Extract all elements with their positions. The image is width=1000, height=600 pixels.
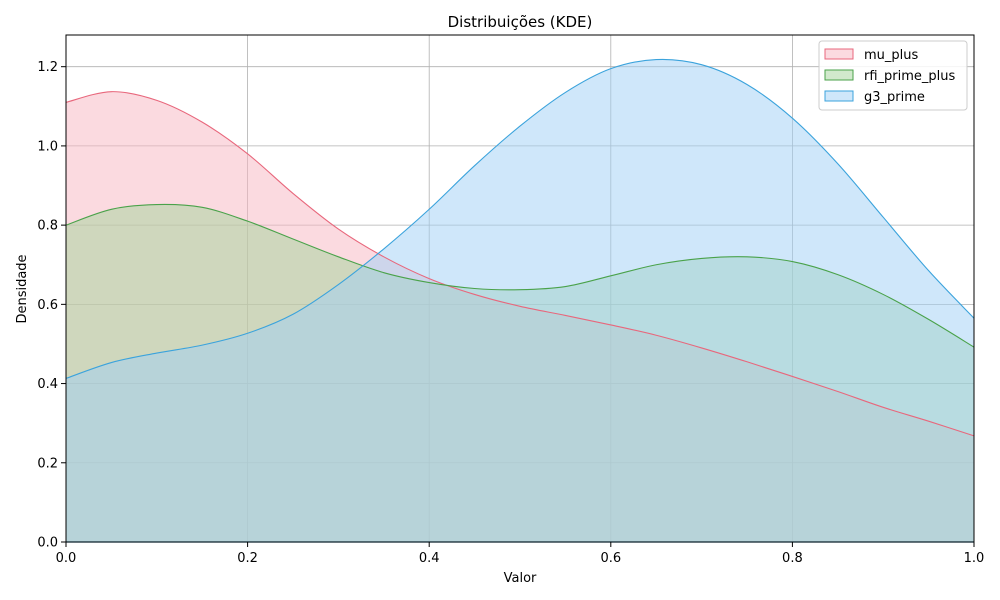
x-tick-label: 1.0 xyxy=(964,551,985,566)
legend-box xyxy=(818,40,968,111)
x-tick-label: 0.4 xyxy=(419,551,440,566)
line-rfi_prime_plus xyxy=(65,203,975,348)
chart-title: Distribuições (KDE) xyxy=(448,13,593,31)
y-tick-label: 0.0 xyxy=(37,536,58,551)
y-tick-label: 0.4 xyxy=(37,377,58,392)
kde-areas xyxy=(66,59,974,542)
y-tick-label: 0.2 xyxy=(37,456,58,471)
legend: mu_plus rfi_prime_plus g3_prime xyxy=(818,40,968,111)
x-tick-label: 0.2 xyxy=(237,551,258,566)
line-g3_prime xyxy=(65,58,975,379)
x-tick-label: 0.8 xyxy=(782,551,803,566)
legend-swatch-mu_plus xyxy=(824,48,854,60)
legend-label-mu_plus: mu_plus xyxy=(864,48,919,63)
y-axis-title: Densidade xyxy=(15,254,30,323)
y-tick-label: 1.0 xyxy=(37,139,58,154)
legend-swatch-rfi_prime_plus xyxy=(824,69,854,81)
x-tick-label: 0.0 xyxy=(56,551,77,566)
legend-label-rfi_prime_plus: rfi_prime_plus xyxy=(864,69,956,84)
legend-swatch-g3_prime xyxy=(824,90,854,102)
y-tick-label: 0.6 xyxy=(37,298,58,313)
x-axis-ticks: 0.0 0.2 0.4 0.6 0.8 1.0 xyxy=(56,542,985,566)
x-tick-label: 0.6 xyxy=(600,551,621,566)
area-g3_prime xyxy=(66,59,974,542)
line-mu_plus xyxy=(65,91,975,437)
x-axis-title: Valor xyxy=(504,571,537,586)
y-tick-label: 0.8 xyxy=(37,219,58,234)
legend-label-g3_prime: g3_prime xyxy=(864,90,925,105)
y-axis-ticks: 0.0 0.2 0.4 0.6 0.8 1.0 1.2 xyxy=(37,60,66,551)
plot-frame xyxy=(65,34,975,543)
y-tick-label: 1.2 xyxy=(37,60,58,75)
